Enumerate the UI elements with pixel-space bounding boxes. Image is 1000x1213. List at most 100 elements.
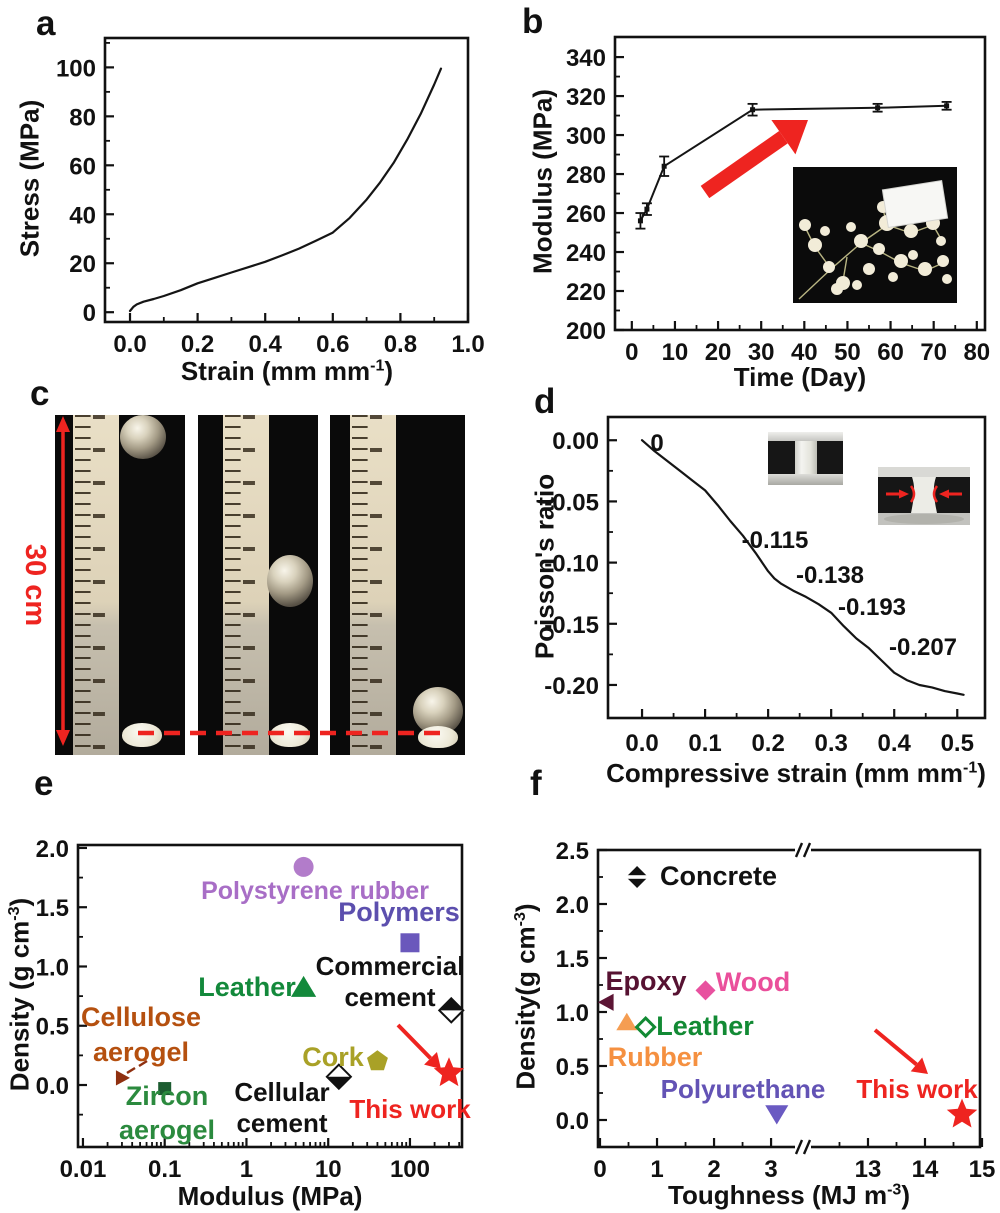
scale-label: 30 cm [19,543,51,627]
annotation: -0.193 [838,594,906,621]
y-tick-label: 80 [69,104,96,131]
aerogel-sample [418,726,458,748]
x-tick-label: 1 [650,1156,663,1183]
panel-label-a: a [36,4,56,43]
panel-f-density-toughness-chart: 0 1 2 3 13 14 15 0.0 0.5 1.0 1.5 2.0 2.5 Concrete Epox… [500,800,1000,1213]
y-tick-label: 1.0 [556,1000,589,1027]
label-polymers: Polymers [338,897,460,927]
y-tick-label: 300 [566,123,606,150]
f-x-axis-title: Toughness (MJ m-3) [668,1180,910,1210]
e-y-axis-title: Density (g cm-3) [4,897,35,1092]
x-tick-label: 60 [877,339,904,366]
y-tick-label: 0.5 [556,1054,589,1081]
y-tick-label: 0.0 [36,1073,69,1100]
drop-photo-before [55,415,185,755]
wood-marker [695,980,716,1001]
x-tick-label: 40 [791,339,818,366]
lower-platen [768,474,843,485]
drop-photo-landed [330,415,465,755]
y-tick-label: 340 [566,45,606,72]
x-tick-label: 0.1 [148,1156,181,1183]
label-zircon-aerogel: Zircon aerogel [119,1081,215,1145]
x-tick-label: 10 [315,1156,342,1183]
ruler [73,415,119,755]
sample-gap [768,441,843,474]
aerogel-column [794,441,817,474]
x-tick-label: 14 [912,1156,939,1183]
chart-b-canvas: 0 10 20 30 40 50 60 70 80 200 220 240 260 280 300 320 34… [566,35,990,366]
label-concrete: Concrete [660,861,777,891]
label-rubber: Rubber [608,1042,703,1072]
x-tick-label: 100 [390,1156,430,1183]
x-tick-label: 0 [593,1156,606,1183]
label-wood: Wood [716,967,790,997]
x-tick-label: 0.4 [249,331,283,358]
y-tick-label: 60 [69,153,96,180]
leather-marker [290,975,317,997]
this-work-marker [433,1057,465,1087]
e-x-axis-title: Modulus (MPa) [177,1181,363,1211]
b-x-axis-title: Time (Day) [733,362,867,392]
x-tick-label: 30 [748,339,775,366]
panel-label-e: e [34,764,54,803]
a-y-axis-title: Stress (MPa) [14,99,45,258]
y-tick-label: -0.15 [544,612,599,639]
poissons-ratio-curve [640,439,965,696]
x-tick-label: 0.5 [941,730,974,757]
x-tick-label: 0 [625,339,638,366]
y-tick-label: 240 [566,240,606,267]
polyurethane-marker [765,1105,789,1125]
label-commercial-cement: Commercial cement [316,951,465,1012]
y-tick-label: -0.05 [544,489,599,516]
y-tick-label: 0.0 [556,1108,589,1135]
x-tick-label: 50 [834,339,861,366]
chart-d-canvas: 0.0 0.1 0.2 0.3 0.4 0.5 0.00 -0.05 -0.10 -0.15 -0.… [544,415,987,757]
b-y-axis-title: Modulus (MPa) [527,89,558,274]
x-tick-label: 0.8 [384,331,417,358]
y-tick-label: -0.20 [544,673,599,700]
panel-label-d: d [534,382,556,421]
cork-marker [367,1050,388,1071]
label-polyurethane: Polyurethane [661,1074,826,1104]
x-tick-label: 10 [662,339,689,366]
panel-label-f: f [530,764,542,803]
annotation: -0.207 [889,634,957,661]
drop-photo-falling [198,415,318,755]
x-tick-label: 80 [963,339,990,366]
y-tick-label: -0.10 [544,551,599,578]
concrete-marker [625,866,650,888]
y-tick-label: 0.00 [552,428,599,455]
x-tick-label: 2 [707,1156,720,1183]
flower-photo-graphic [793,167,957,303]
compressed-sample-graphic [878,467,970,525]
ruler [223,415,269,755]
panel-a-stress-strain-chart: 0.0 0.2 0.4 0.6 0.8 1.0 0 20 40 60 80 100 Strain (m… [0,0,500,386]
y-tick-label: 2.5 [556,838,589,865]
x-tick-label: 1 [240,1156,253,1183]
annotation: -0.138 [796,562,864,589]
label-cork: Cork [302,1042,364,1072]
y-tick-label: 2.0 [36,836,69,863]
x-tick-label: 0.4 [878,730,912,757]
x-tick-label: 0.0 [113,331,146,358]
aerogel-sample [122,723,162,747]
panel-e-density-modulus-chart: 0.01 0.1 1 10 100 0.0 0.5 1.0 1.5 2.0 Polystyrene … [0,800,500,1213]
label-leather: Leather [198,972,296,1002]
label-epoxy: Epoxy [605,966,686,996]
y-tick-label: 200 [566,318,606,345]
panel-d-poissons-ratio-chart: 0.0 0.1 0.2 0.3 0.4 0.5 0.00 -0.05 -0.10 -0.15 -0.… [500,380,1000,800]
y-tick-label: 280 [566,162,606,189]
panel-b-modulus-time-chart: 0 10 20 30 40 50 60 70 80 200 220 240 260 280 300 320 34… [500,0,1000,392]
y-tick-label: 1.0 [36,954,69,981]
aerogel-block-on-flowers [881,179,949,229]
y-tick-label: 0 [83,300,96,327]
panel-label-b: b [522,2,544,41]
y-tick-label: 20 [69,251,96,278]
x-tick-label: 1.0 [451,331,484,358]
y-tick-label: 2.0 [556,892,589,919]
panel-label-c: c [30,374,50,413]
x-tick-label: 13 [855,1156,882,1183]
steel-ball [120,415,166,459]
zircon-aerogel-marker [158,1082,172,1096]
y-tick-label: 0.5 [36,1014,69,1041]
